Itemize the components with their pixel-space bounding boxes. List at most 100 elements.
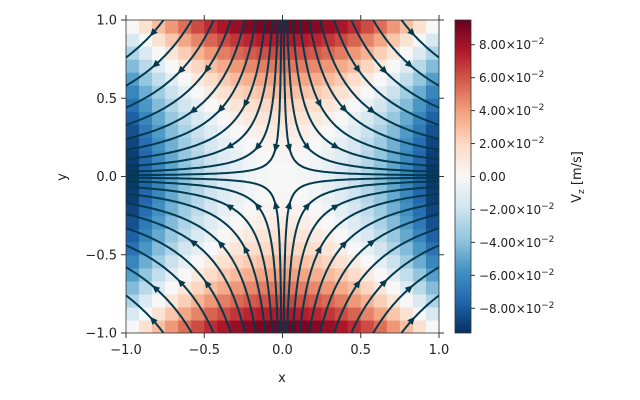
colorbar-tick-label: 8.00×10−2 xyxy=(479,37,544,52)
heatmap-cell xyxy=(230,280,244,295)
heatmap-cell xyxy=(256,20,271,34)
x-tick-label: 0.0 xyxy=(272,343,293,358)
heatmap-cell xyxy=(178,241,192,256)
heatmap-cell xyxy=(373,293,388,308)
heatmap-cell xyxy=(152,241,166,256)
heatmap-cell xyxy=(165,254,179,269)
heatmap-cell xyxy=(386,46,401,60)
heatmap-cell xyxy=(321,98,336,112)
heatmap-cell xyxy=(243,124,258,138)
heatmap-cell xyxy=(230,124,244,138)
heatmap-cell xyxy=(191,20,205,34)
heatmap-cell xyxy=(386,20,401,34)
heatmap-cell xyxy=(308,202,323,217)
heatmap-cell xyxy=(165,33,179,47)
heatmap-cell xyxy=(191,215,205,230)
colorbar-label-sub: z xyxy=(577,189,587,194)
heatmap-cell xyxy=(191,85,205,99)
heatmap-cell xyxy=(178,293,192,308)
heatmap-cell xyxy=(347,293,362,308)
heatmap-cell xyxy=(321,85,336,99)
streamline xyxy=(372,20,439,87)
heatmap-cell xyxy=(230,163,244,178)
heatmap-cell xyxy=(126,20,140,34)
heatmap-cell xyxy=(295,319,310,333)
streamline xyxy=(319,20,439,140)
y-tick-label: −1.0 xyxy=(85,327,117,342)
streamline-arrow xyxy=(331,141,340,149)
heatmap-cell xyxy=(126,280,140,295)
heatmap-cell xyxy=(217,254,231,269)
heatmap-cell xyxy=(139,72,153,86)
heatmap-cell xyxy=(282,306,297,321)
streamline xyxy=(126,266,193,333)
heatmap-cell xyxy=(191,319,205,333)
heatmap-cell xyxy=(256,319,271,333)
streamline-arrow xyxy=(243,99,251,108)
heatmap-cell xyxy=(230,20,244,34)
heatmap-cell xyxy=(347,254,362,269)
streamline-arrow xyxy=(331,204,340,212)
heatmap-cell xyxy=(399,306,414,321)
colorbar-tick-exponent: −2 xyxy=(531,136,544,146)
heatmap-cell xyxy=(204,72,218,86)
heatmap-cell xyxy=(295,254,310,269)
streamline-arrow xyxy=(149,316,158,325)
heatmap-cell xyxy=(282,215,297,230)
heatmap-cell xyxy=(165,20,179,34)
heatmap-cell xyxy=(386,280,401,295)
heatmap-cell xyxy=(360,267,375,282)
heatmap-cell xyxy=(126,72,140,86)
heatmap-cell xyxy=(139,98,153,112)
heatmap-cell xyxy=(126,85,140,99)
heatmap-cell xyxy=(230,319,244,333)
heatmap-cell xyxy=(165,319,179,333)
heatmap-cell xyxy=(139,176,153,191)
heatmap-cell xyxy=(165,293,179,308)
colorbar-label-base: V xyxy=(570,194,585,203)
streamline xyxy=(126,20,165,59)
heatmap-cell xyxy=(360,72,375,86)
heatmap-cell xyxy=(360,124,375,138)
heatmap-cell xyxy=(386,319,401,333)
heatmap-cell xyxy=(399,111,414,125)
heatmap-cell xyxy=(425,189,439,204)
heatmap-cell xyxy=(360,254,375,269)
heatmap-cell xyxy=(217,111,231,125)
heatmap-cell xyxy=(412,202,427,217)
heatmap-cell xyxy=(139,280,153,295)
heatmap-cell xyxy=(347,267,362,282)
heatmap-cell xyxy=(256,176,271,191)
heatmap-cell xyxy=(191,124,205,138)
heatmap-cell xyxy=(165,85,179,99)
streamline xyxy=(400,20,439,59)
streamline-arrow xyxy=(302,142,311,151)
heatmap-cell xyxy=(399,189,414,204)
heatmap-cell xyxy=(178,267,192,282)
heatmap-cell xyxy=(204,254,218,269)
heatmap-cell xyxy=(321,163,336,178)
heatmap-cell xyxy=(191,59,205,73)
heatmap-cell xyxy=(399,293,414,308)
heatmap-cell xyxy=(282,33,297,47)
streamline-arrow xyxy=(225,141,234,149)
heatmap-cell xyxy=(152,85,166,99)
streamline-arrow xyxy=(217,240,226,249)
heatmap-cell xyxy=(386,215,401,230)
colorbar-tick-label: 2.00×10−2 xyxy=(479,136,544,151)
heatmap-cell xyxy=(360,228,375,243)
streamline-arrow xyxy=(353,64,361,74)
heatmap-cell xyxy=(399,137,414,152)
heatmap-cell xyxy=(178,150,192,165)
streamline-arrow xyxy=(407,316,416,325)
heatmap-cell xyxy=(243,189,258,204)
streamline xyxy=(126,294,165,333)
heatmap-cell xyxy=(295,163,310,178)
heatmap-cell xyxy=(191,280,205,295)
heatmap-cell xyxy=(334,111,349,125)
heatmap-cell xyxy=(321,267,336,282)
heatmap-cell xyxy=(178,20,192,34)
heatmap-cell xyxy=(217,150,231,165)
heatmap-cell xyxy=(386,33,401,47)
heatmap-cell xyxy=(360,319,375,333)
